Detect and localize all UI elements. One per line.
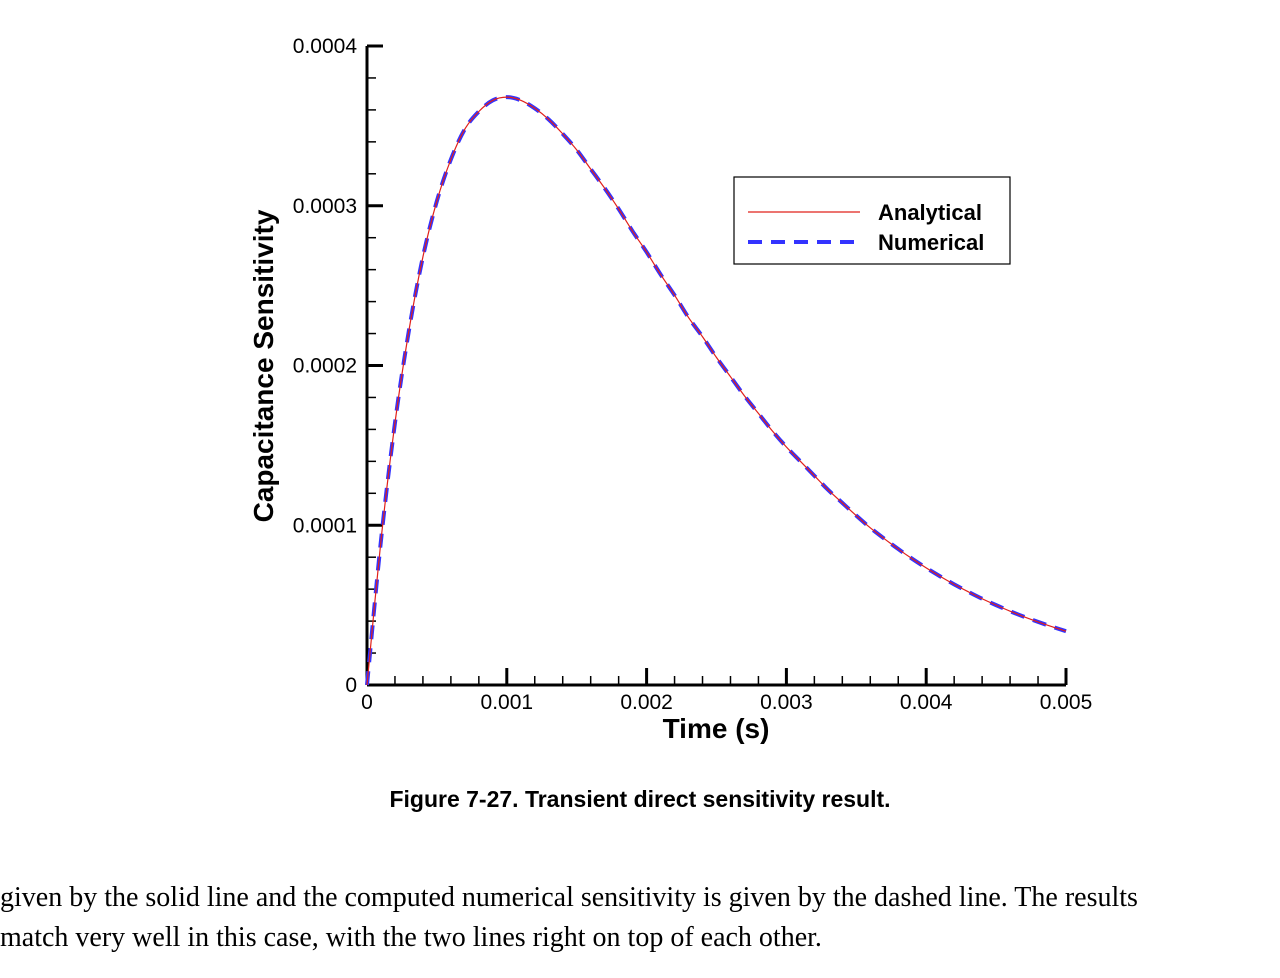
legend-label-numerical: Numerical bbox=[878, 230, 984, 255]
y-tick-label: 0 bbox=[345, 674, 357, 697]
x-tick-label: 0.004 bbox=[900, 691, 953, 714]
x-tick-label: 0.003 bbox=[760, 691, 813, 714]
chart-series bbox=[365, 95, 1067, 686]
y-tick-label: 0.0001 bbox=[293, 514, 357, 537]
x-tick-label: 0.001 bbox=[481, 691, 534, 714]
body-text-line-1: given by the solid line and the computed… bbox=[0, 882, 1138, 913]
y-axis-title: Capacitance Sensitivity bbox=[248, 209, 279, 522]
legend-label-analytical: Analytical bbox=[878, 200, 982, 225]
x-tick-label: 0.005 bbox=[1040, 691, 1093, 714]
chart-legend: Analytical Numerical bbox=[733, 176, 1011, 265]
figure-caption: Figure 7-27. Transient direct sensitivit… bbox=[389, 786, 891, 812]
x-tick-label: 0.002 bbox=[620, 691, 673, 714]
body-text-line-2: match very well in this case, with the t… bbox=[0, 922, 822, 953]
y-tick-label: 0.0003 bbox=[293, 195, 357, 218]
y-tick-label: 0.0002 bbox=[293, 355, 357, 378]
sensitivity-chart: 0 0.001 0.002 0.003 0.004 0.005 0 0.0001 0.0002 0… bbox=[248, 35, 1093, 744]
chart-ticks: 0 0.001 0.002 0.003 0.004 0.005 0 0.0001 0.0002 0… bbox=[293, 35, 1093, 714]
body-paragraph: given by the solid line and the computed… bbox=[0, 878, 1280, 958]
x-axis-title: Time (s) bbox=[663, 713, 770, 744]
x-tick-label: 0 bbox=[361, 691, 373, 714]
series-line-analytical bbox=[366, 96, 1067, 686]
legend-box bbox=[733, 176, 1011, 265]
y-tick-label: 0.0004 bbox=[293, 35, 358, 58]
